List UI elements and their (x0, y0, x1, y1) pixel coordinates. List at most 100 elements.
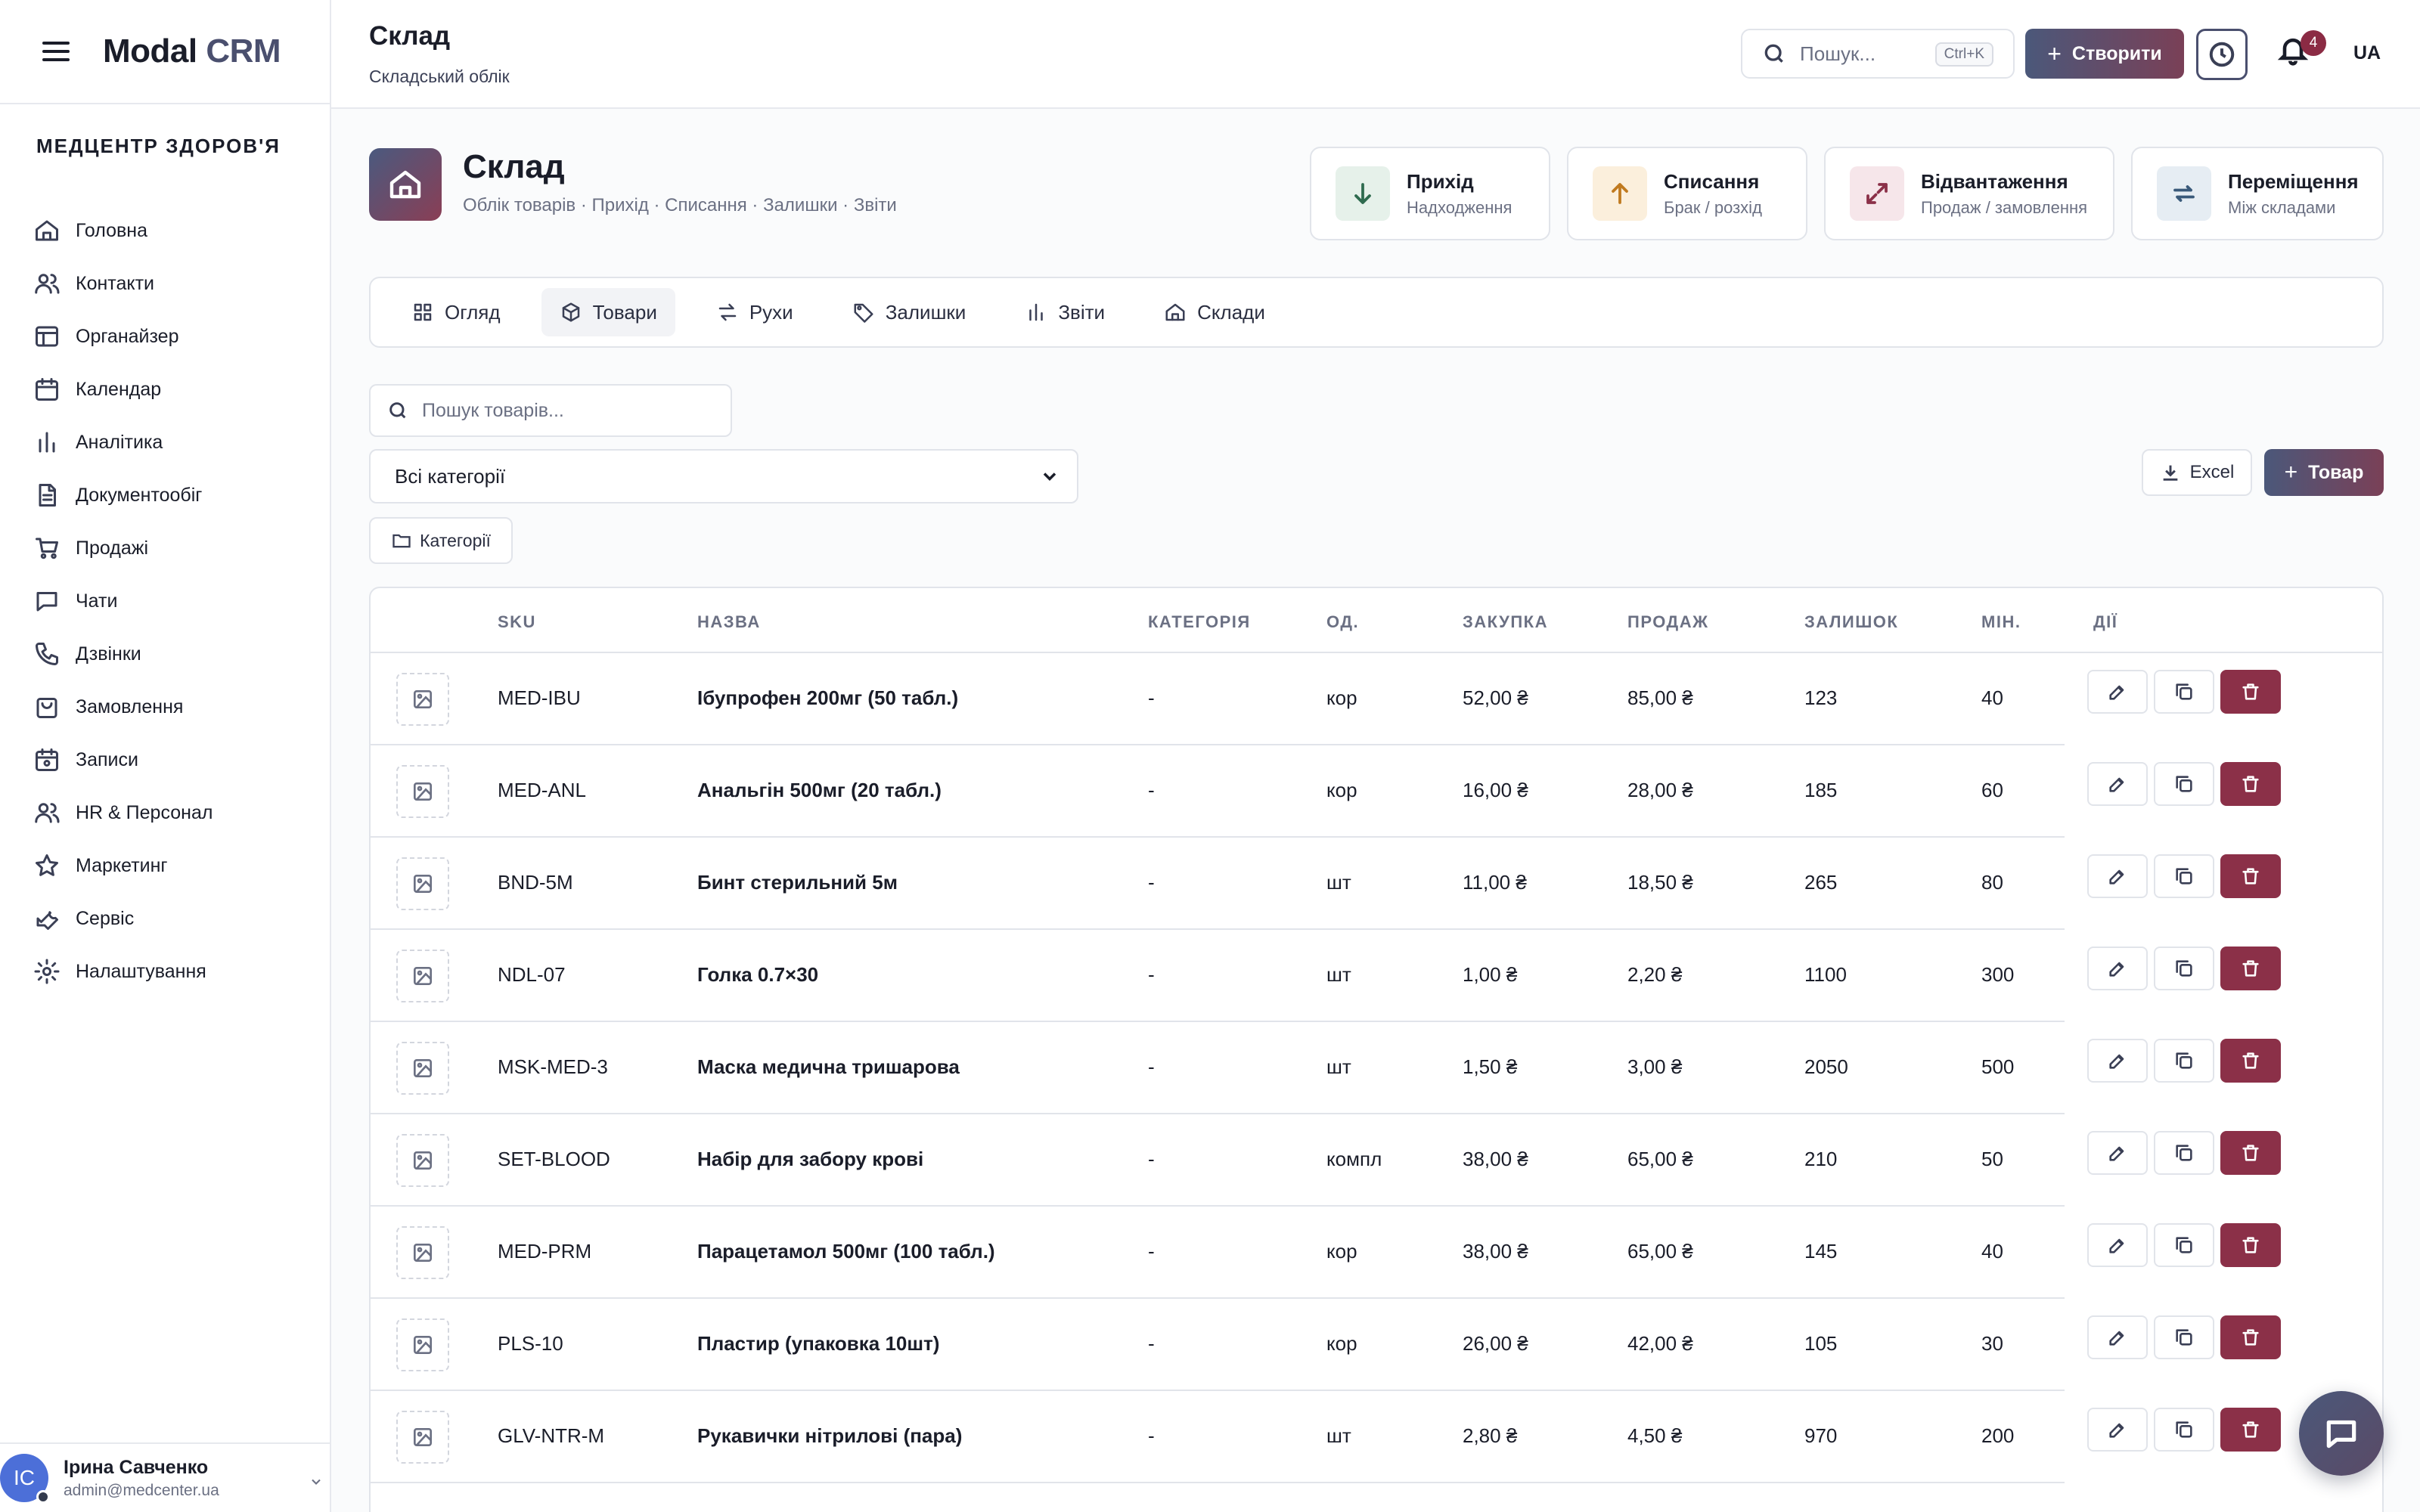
quick-action-2[interactable]: Відвантаження Продаж / замовлення (1824, 147, 2114, 240)
user-profile[interactable]: IC Ірина Савченко admin@medcenter.ua (0, 1442, 331, 1512)
duplicate-button[interactable] (2154, 1408, 2214, 1452)
column-header[interactable]: ОД. (1326, 612, 1360, 631)
sidebar-item-13[interactable]: Сервіс (0, 892, 330, 945)
delete-button[interactable] (2220, 762, 2281, 806)
column-header[interactable]: НАЗВА (697, 612, 761, 631)
tab-0[interactable]: Огляд (393, 288, 519, 336)
delete-button[interactable] (2220, 1408, 2281, 1452)
image-placeholder-icon[interactable] (396, 1411, 449, 1464)
category-select[interactable]: Всі категорії (369, 449, 1078, 503)
table-row[interactable]: SET-BLOOD Набір для забору крові - компл 38,… (371, 1114, 2382, 1207)
sidebar-item-14[interactable]: Налаштування (0, 945, 330, 998)
search-icon (1764, 44, 1783, 63)
sidebar-item-7[interactable]: Чати (0, 575, 330, 627)
image-placeholder-icon[interactable] (396, 1318, 449, 1371)
image-placeholder-icon[interactable] (396, 1226, 449, 1279)
tab-2[interactable]: Рухи (698, 288, 811, 336)
column-header[interactable]: ДІЇ (2093, 612, 2118, 631)
image-placeholder-icon[interactable] (396, 950, 449, 1002)
delete-button[interactable] (2220, 1039, 2281, 1083)
column-header[interactable]: ЗАЛИШОК (1804, 612, 1899, 631)
edit-button[interactable] (2087, 947, 2148, 990)
edit-button[interactable] (2087, 1408, 2148, 1452)
categories-button[interactable]: Категорії (369, 517, 513, 564)
duplicate-button[interactable] (2154, 1315, 2214, 1359)
edit-button[interactable] (2087, 762, 2148, 806)
delete-button[interactable] (2220, 1223, 2281, 1267)
language-switch[interactable]: UA (2353, 42, 2381, 64)
sidebar-item-12[interactable]: Маркетинг (0, 839, 330, 892)
image-placeholder-icon[interactable] (396, 1134, 449, 1187)
duplicate-button[interactable] (2154, 1131, 2214, 1175)
edit-button[interactable] (2087, 1223, 2148, 1267)
edit-button[interactable] (2087, 670, 2148, 714)
chat-button[interactable] (2299, 1391, 2384, 1476)
edit-button[interactable] (2087, 1131, 2148, 1175)
delete-button[interactable] (2220, 947, 2281, 990)
duplicate-button[interactable] (2154, 670, 2214, 714)
column-header[interactable]: ЗАКУПКА (1463, 612, 1548, 631)
table-row[interactable]: MED-IBU Ібупрофен 200мг (50 табл.) - кор 52,… (371, 653, 2382, 745)
add-product-button[interactable]: + Товар (2264, 449, 2384, 496)
product-search-input[interactable] (422, 399, 724, 422)
duplicate-button[interactable] (2154, 1223, 2214, 1267)
purchase-price-cell: 38,00 ₴ (1463, 1240, 1528, 1263)
sidebar-item-5[interactable]: Документообіг (0, 469, 330, 522)
image-placeholder-icon[interactable] (396, 765, 449, 818)
sidebar-item-4[interactable]: Аналітика (0, 416, 330, 469)
quick-action-1[interactable]: Списання Брак / розхід (1567, 147, 1807, 240)
sidebar-item-0[interactable]: Головна (0, 204, 330, 257)
table-row[interactable]: PLS-10 Пластир (упаковка 10шт) - кор 26,00 ₴… (371, 1299, 2382, 1391)
product-search[interactable] (369, 384, 732, 437)
column-header[interactable]: МІН. (1981, 612, 2021, 631)
table-row[interactable]: MED-PRM Парацетамол 500мг (100 табл.) - кор… (371, 1207, 2382, 1299)
delete-button[interactable] (2220, 1131, 2281, 1175)
column-header[interactable]: КАТЕГОРІЯ (1148, 612, 1251, 631)
delete-button[interactable] (2220, 1315, 2281, 1359)
unit-cell: компл (1326, 1148, 1382, 1170)
sidebar-item-3[interactable]: Календар (0, 363, 330, 416)
table-row[interactable]: NDL-07 Голка 0.7×30 - шт 1,00 ₴ 2,20 ₴ 1100 300 (371, 930, 2382, 1022)
table-row[interactable]: MSK-MED-3 Маска медична тришарова - шт 1,50 … (371, 1022, 2382, 1114)
app-logo[interactable]: Modal CRM (103, 33, 281, 70)
duplicate-button[interactable] (2154, 854, 2214, 898)
create-button[interactable]: + Створити (2025, 29, 2184, 79)
sidebar-item-1[interactable]: Контакти (0, 257, 330, 310)
tab-3[interactable]: Залишки (834, 288, 985, 336)
duplicate-button[interactable] (2154, 1039, 2214, 1083)
tab-4[interactable]: Звіти (1007, 288, 1123, 336)
column-header[interactable]: ПРОДАЖ (1627, 612, 1709, 631)
sidebar-item-10[interactable]: Записи (0, 733, 330, 786)
table-row[interactable]: GLV-NTR-M Рукавички нітрилові (пара) - шт 2,… (371, 1391, 2382, 1483)
image-placeholder-icon[interactable] (396, 857, 449, 910)
image-placeholder-icon[interactable] (396, 1042, 449, 1095)
edit-button[interactable] (2087, 1315, 2148, 1359)
notifications-button[interactable]: 4 (2276, 30, 2326, 76)
sidebar-item-2[interactable]: Органайзер (0, 310, 330, 363)
edit-button[interactable] (2087, 1039, 2148, 1083)
sidebar-item-8[interactable]: Дзвінки (0, 627, 330, 680)
sidebar-item-11[interactable]: HR & Персонал (0, 786, 330, 839)
menu-icon[interactable] (42, 42, 70, 61)
delete-button[interactable] (2220, 670, 2281, 714)
chevron-down-icon[interactable] (309, 1474, 324, 1489)
history-button[interactable] (2196, 29, 2248, 80)
duplicate-button[interactable] (2154, 947, 2214, 990)
trash-icon (2242, 683, 2259, 700)
sidebar-item-9[interactable]: Замовлення (0, 680, 330, 733)
tab-1[interactable]: Товари (541, 288, 675, 336)
tab-5[interactable]: Склади (1146, 288, 1283, 336)
sidebar-item-6[interactable]: Продажі (0, 522, 330, 575)
global-search[interactable]: Пошук... Ctrl+K (1741, 29, 2015, 79)
quick-action-0[interactable]: Прихід Надходження (1310, 147, 1550, 240)
delete-button[interactable] (2220, 854, 2281, 898)
table-row[interactable]: BND-5M Бинт стерильний 5м - шт 11,00 ₴ 18,50 … (371, 838, 2382, 930)
quick-action-3[interactable]: Переміщення Між складами (2131, 147, 2384, 240)
export-excel-button[interactable]: Excel (2142, 449, 2252, 496)
column-header[interactable]: SKU (498, 612, 536, 631)
duplicate-button[interactable] (2154, 762, 2214, 806)
image-placeholder-icon[interactable] (396, 673, 449, 726)
warehouse-icon (1164, 301, 1197, 324)
table-row[interactable]: MED-ANL Анальгін 500мг (20 табл.) - кор 16,0… (371, 745, 2382, 838)
edit-button[interactable] (2087, 854, 2148, 898)
